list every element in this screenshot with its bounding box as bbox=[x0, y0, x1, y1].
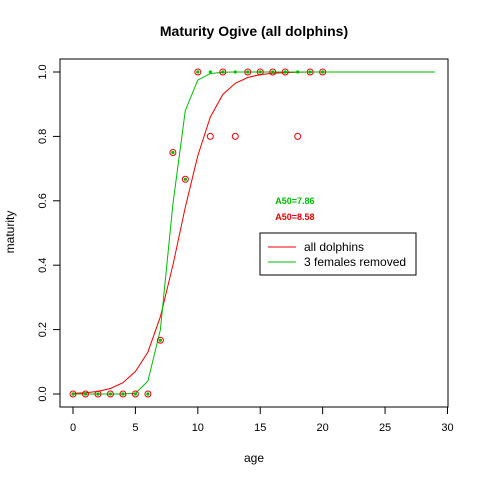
data-point-3-females-removed bbox=[146, 392, 150, 396]
data-point-all-dolphins bbox=[119, 390, 127, 398]
x-tick-label: 0 bbox=[70, 422, 76, 434]
data-point-3-females-removed bbox=[208, 70, 212, 74]
data-point-3-females-removed bbox=[246, 70, 250, 74]
data-point-3-females-removed bbox=[83, 392, 88, 396]
x-tick-label: 25 bbox=[379, 422, 391, 434]
data-point-all-dolphins bbox=[144, 390, 152, 398]
data-point-3-females-removed bbox=[183, 177, 187, 181]
legend: all dolphins 3 females removed bbox=[259, 232, 417, 276]
data-point-all-dolphins bbox=[256, 68, 264, 76]
data-point-all-dolphins bbox=[69, 390, 77, 398]
y-tick-label: 0.0 bbox=[37, 386, 49, 401]
legend-box bbox=[259, 232, 417, 276]
data-point-3-females-removed bbox=[196, 70, 200, 74]
x-axis-label: age bbox=[244, 451, 264, 465]
data-point-all-dolphins bbox=[94, 390, 102, 398]
y-tick-label: 0.6 bbox=[37, 193, 49, 208]
data-point-3-females-removed bbox=[321, 70, 325, 74]
data-point-all-dolphins bbox=[156, 336, 164, 344]
x-tick-label: 5 bbox=[132, 422, 138, 434]
data-point-all-dolphins bbox=[206, 132, 214, 140]
data-point-3-females-removed bbox=[158, 338, 162, 342]
chart-title: Maturity Ogive (all dolphins) bbox=[160, 23, 348, 39]
annotation-a50-green: A50=7.86 bbox=[275, 196, 314, 206]
data-point-all-dolphins bbox=[244, 68, 252, 76]
y-axis: 0.0 0.2 0.4 0.6 0.8 1.0 bbox=[37, 64, 61, 402]
y-tick-label: 0.4 bbox=[37, 258, 49, 273]
data-point-3-females-removed bbox=[121, 392, 125, 396]
y-tick-label: 0.8 bbox=[37, 129, 49, 144]
y-tick-label: 1.0 bbox=[37, 64, 49, 79]
data-point-3-females-removed bbox=[221, 70, 225, 74]
annotation-a50-red: A50=8.58 bbox=[275, 212, 314, 222]
data-point-all-dolphins bbox=[81, 390, 89, 398]
data-point-3-females-removed bbox=[108, 392, 113, 396]
legend-label-all-dolphins: all dolphins bbox=[304, 240, 364, 254]
data-point-3-females-removed bbox=[171, 150, 175, 155]
data-point-3-females-removed bbox=[271, 70, 275, 74]
y-axis-label: maturity bbox=[3, 211, 17, 254]
data-point-all-dolphins bbox=[269, 68, 277, 76]
data-point-all-dolphins bbox=[194, 68, 202, 76]
data-point-3-females-removed bbox=[283, 70, 287, 74]
data-point-all-dolphins bbox=[181, 175, 189, 183]
data-point-all-dolphins bbox=[319, 68, 327, 76]
data-point-3-females-removed bbox=[133, 392, 138, 396]
x-tick-label: 15 bbox=[254, 422, 266, 434]
data-point-all-dolphins bbox=[306, 68, 314, 76]
data-point-all-dolphins bbox=[281, 68, 289, 76]
data-point-3-females-removed bbox=[258, 70, 262, 74]
data-point-3-females-removed bbox=[233, 70, 237, 74]
legend-label-3-females-removed: 3 females removed bbox=[304, 255, 406, 269]
data-point-all-dolphins bbox=[169, 149, 177, 156]
data-point-3-females-removed bbox=[308, 70, 312, 74]
series-line-3-females-removed bbox=[73, 71, 435, 395]
points-layer bbox=[69, 68, 327, 398]
data-point-3-females-removed bbox=[71, 392, 75, 396]
y-tick-label: 0.2 bbox=[37, 322, 49, 337]
x-tick-label: 30 bbox=[441, 422, 453, 434]
data-point-all-dolphins bbox=[131, 390, 139, 398]
data-point-all-dolphins bbox=[294, 132, 302, 140]
x-axis: 0 5 10 15 20 25 30 bbox=[70, 406, 454, 434]
data-point-3-females-removed bbox=[96, 392, 100, 396]
x-tick-label: 10 bbox=[192, 422, 204, 434]
series-layer bbox=[72, 71, 435, 395]
data-point-3-females-removed bbox=[296, 70, 300, 74]
data-point-all-dolphins bbox=[231, 132, 239, 140]
x-tick-label: 20 bbox=[317, 422, 329, 434]
data-point-all-dolphins bbox=[106, 390, 114, 398]
data-point-all-dolphins bbox=[219, 68, 227, 76]
